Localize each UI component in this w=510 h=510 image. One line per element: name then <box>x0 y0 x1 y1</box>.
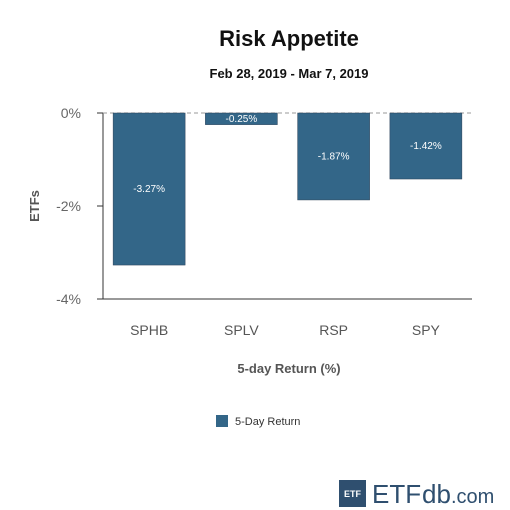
bar-data-label: -1.87% <box>318 151 350 162</box>
bar[interactable] <box>205 112 278 125</box>
x-axis-label: 5-day Return (%) <box>237 361 340 376</box>
y-tick-label: -4% <box>56 291 81 307</box>
y-tick-labels: 0% -2% -4% <box>56 105 103 307</box>
y-tick-label: -2% <box>56 198 81 214</box>
bar-data-label: -3.27% <box>133 184 165 195</box>
bars-group: -3.27% -0.25% -1.87% -1.42% <box>112 112 463 266</box>
bar[interactable] <box>297 112 370 201</box>
etfdb-logo: ETF ETF db .com <box>339 479 494 509</box>
y-tick-label: 0% <box>61 105 81 121</box>
logo-box <box>339 480 366 507</box>
legend-label: 5-Day Return <box>235 416 300 428</box>
x-tick-label: SPHB <box>130 322 168 338</box>
chart-subtitle: Feb 28, 2019 - Mar 7, 2019 <box>210 66 369 81</box>
bar-data-label: -1.42% <box>410 141 442 152</box>
x-tick-label: SPLV <box>224 322 259 338</box>
bar[interactable] <box>389 112 463 180</box>
y-axis-label: ETFs <box>27 190 42 222</box>
x-tick-labels: SPHB SPLV RSP SPY <box>130 322 440 338</box>
x-tick-label: RSP <box>319 322 348 338</box>
logo-etf-text: ETF <box>372 479 421 509</box>
logo-com-text: .com <box>451 486 494 508</box>
legend-swatch <box>216 415 228 427</box>
bar[interactable] <box>112 112 186 266</box>
x-tick-label: SPY <box>412 322 441 338</box>
logo-box-text: ETF <box>344 489 362 499</box>
legend[interactable]: 5-Day Return <box>216 415 300 428</box>
bar-data-label: -0.25% <box>226 114 258 125</box>
chart-title: Risk Appetite <box>219 26 359 51</box>
logo-db-text: db <box>422 479 451 509</box>
